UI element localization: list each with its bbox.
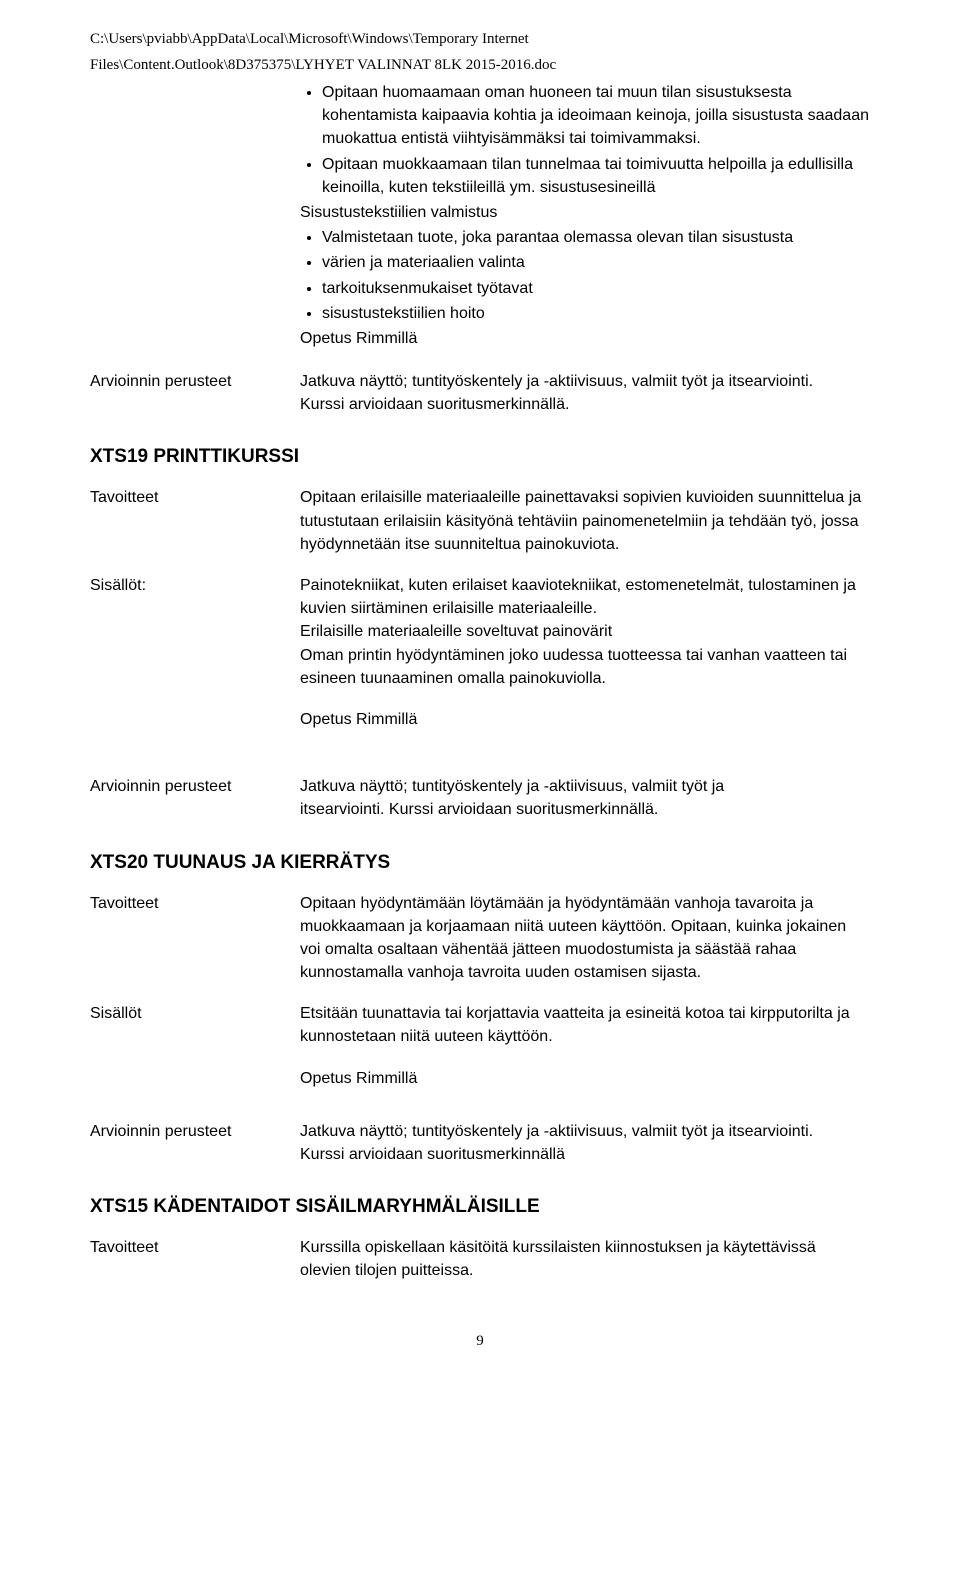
arvioinnin-row: Arvioinnin perusteet Jatkuva näyttö; tun…: [90, 370, 870, 416]
arvioinnin-text: Kurssi arvioidaan suoritusmerkinnällä.: [300, 393, 870, 416]
arvioinnin-text: Kurssi arvioidaan suoritusmerkinnällä: [300, 1143, 870, 1166]
arvioinnin-label: Arvioinnin perusteet: [90, 370, 300, 393]
tavoitteet-row: Tavoitteet Opitaan hyödyntämään löytämää…: [90, 892, 870, 985]
tavoitteet-label: Tavoitteet: [90, 486, 300, 509]
bullet-item: Opitaan muokkaamaan tilan tunnelmaa tai …: [322, 153, 870, 199]
sisallot-label: Sisällöt: [90, 1002, 300, 1025]
arvioinnin-text: itsearviointi. Kurssi arvioidaan suoritu…: [300, 798, 870, 821]
intro-block: Opitaan huomaamaan oman huoneen tai muun…: [300, 81, 870, 350]
tavoitteet-row: Tavoitteet Kurssilla opiskellaan käsitöi…: [90, 1236, 870, 1282]
arvioinnin-text: Jatkuva näyttö; tuntityöskentely ja -akt…: [300, 1120, 870, 1143]
opetus-line: Opetus Rimmillä: [300, 708, 870, 731]
bullet-item: tarkoituksenmukaiset työtavat: [322, 277, 870, 300]
bullet-item: sisustustekstiilien hoito: [322, 302, 870, 325]
arvioinnin-row: Arvioinnin perusteet Jatkuva näyttö; tun…: [90, 775, 870, 821]
tavoitteet-text: Kurssilla opiskellaan käsitöitä kurssila…: [300, 1236, 870, 1282]
arvioinnin-label: Arvioinnin perusteet: [90, 1120, 300, 1143]
sisallot-text: Erilaisille materiaaleille soveltuvat pa…: [300, 620, 870, 643]
opetus-line: Opetus Rimmillä: [300, 327, 870, 350]
arvioinnin-label: Arvioinnin perusteet: [90, 775, 300, 798]
sisallot-row: Sisällöt Etsitään tuunattavia tai korjat…: [90, 1002, 870, 1090]
page-number: 9: [90, 1333, 870, 1350]
bullet-item: Opitaan huomaamaan oman huoneen tai muun…: [322, 81, 870, 151]
tavoitteet-text: Opitaan erilaisille materiaaleille paine…: [300, 486, 870, 556]
sisallot-text: Oman printin hyödyntäminen joko uudessa …: [300, 644, 870, 690]
file-path-line2: Files\Content.Outlook\8D375375\LYHYET VA…: [90, 56, 870, 76]
course-title-xts15: XTS15 KÄDENTAIDOT SISÄILMARYHMÄLÄISILLE: [90, 1196, 870, 1218]
tavoitteet-label: Tavoitteet: [90, 1236, 300, 1259]
arvioinnin-row: Arvioinnin perusteet Jatkuva näyttö; tun…: [90, 1120, 870, 1166]
course-title-xts19: XTS19 PRINTTIKURSSI: [90, 446, 870, 468]
opetus-line: Opetus Rimmillä: [300, 1067, 870, 1090]
tavoitteet-row: Tavoitteet Opitaan erilaisille materiaal…: [90, 486, 870, 556]
bullet-item: värien ja materiaalien valinta: [322, 251, 870, 274]
tavoitteet-text: Opitaan hyödyntämään löytämään ja hyödyn…: [300, 892, 870, 985]
sisallot-row: Sisällöt: Painotekniikat, kuten erilaise…: [90, 574, 870, 731]
arvioinnin-text: Jatkuva näyttö; tuntityöskentely ja -akt…: [300, 775, 870, 798]
bullet-item: Valmistetaan tuote, joka parantaa olemas…: [322, 226, 870, 249]
sisallot-label: Sisällöt:: [90, 574, 300, 597]
arvioinnin-text: Jatkuva näyttö; tuntityöskentely ja -akt…: [300, 370, 870, 393]
file-path-line1: C:\Users\pviabb\AppData\Local\Microsoft\…: [90, 30, 870, 50]
sisallot-text: Etsitään tuunattavia tai korjattavia vaa…: [300, 1002, 870, 1048]
course-title-xts20: XTS20 TUUNAUS JA KIERRÄTYS: [90, 852, 870, 874]
tavoitteet-label: Tavoitteet: [90, 892, 300, 915]
sub-heading: Sisustustekstiilien valmistus: [300, 201, 870, 224]
sisallot-text: Painotekniikat, kuten erilaiset kaaviote…: [300, 574, 870, 620]
